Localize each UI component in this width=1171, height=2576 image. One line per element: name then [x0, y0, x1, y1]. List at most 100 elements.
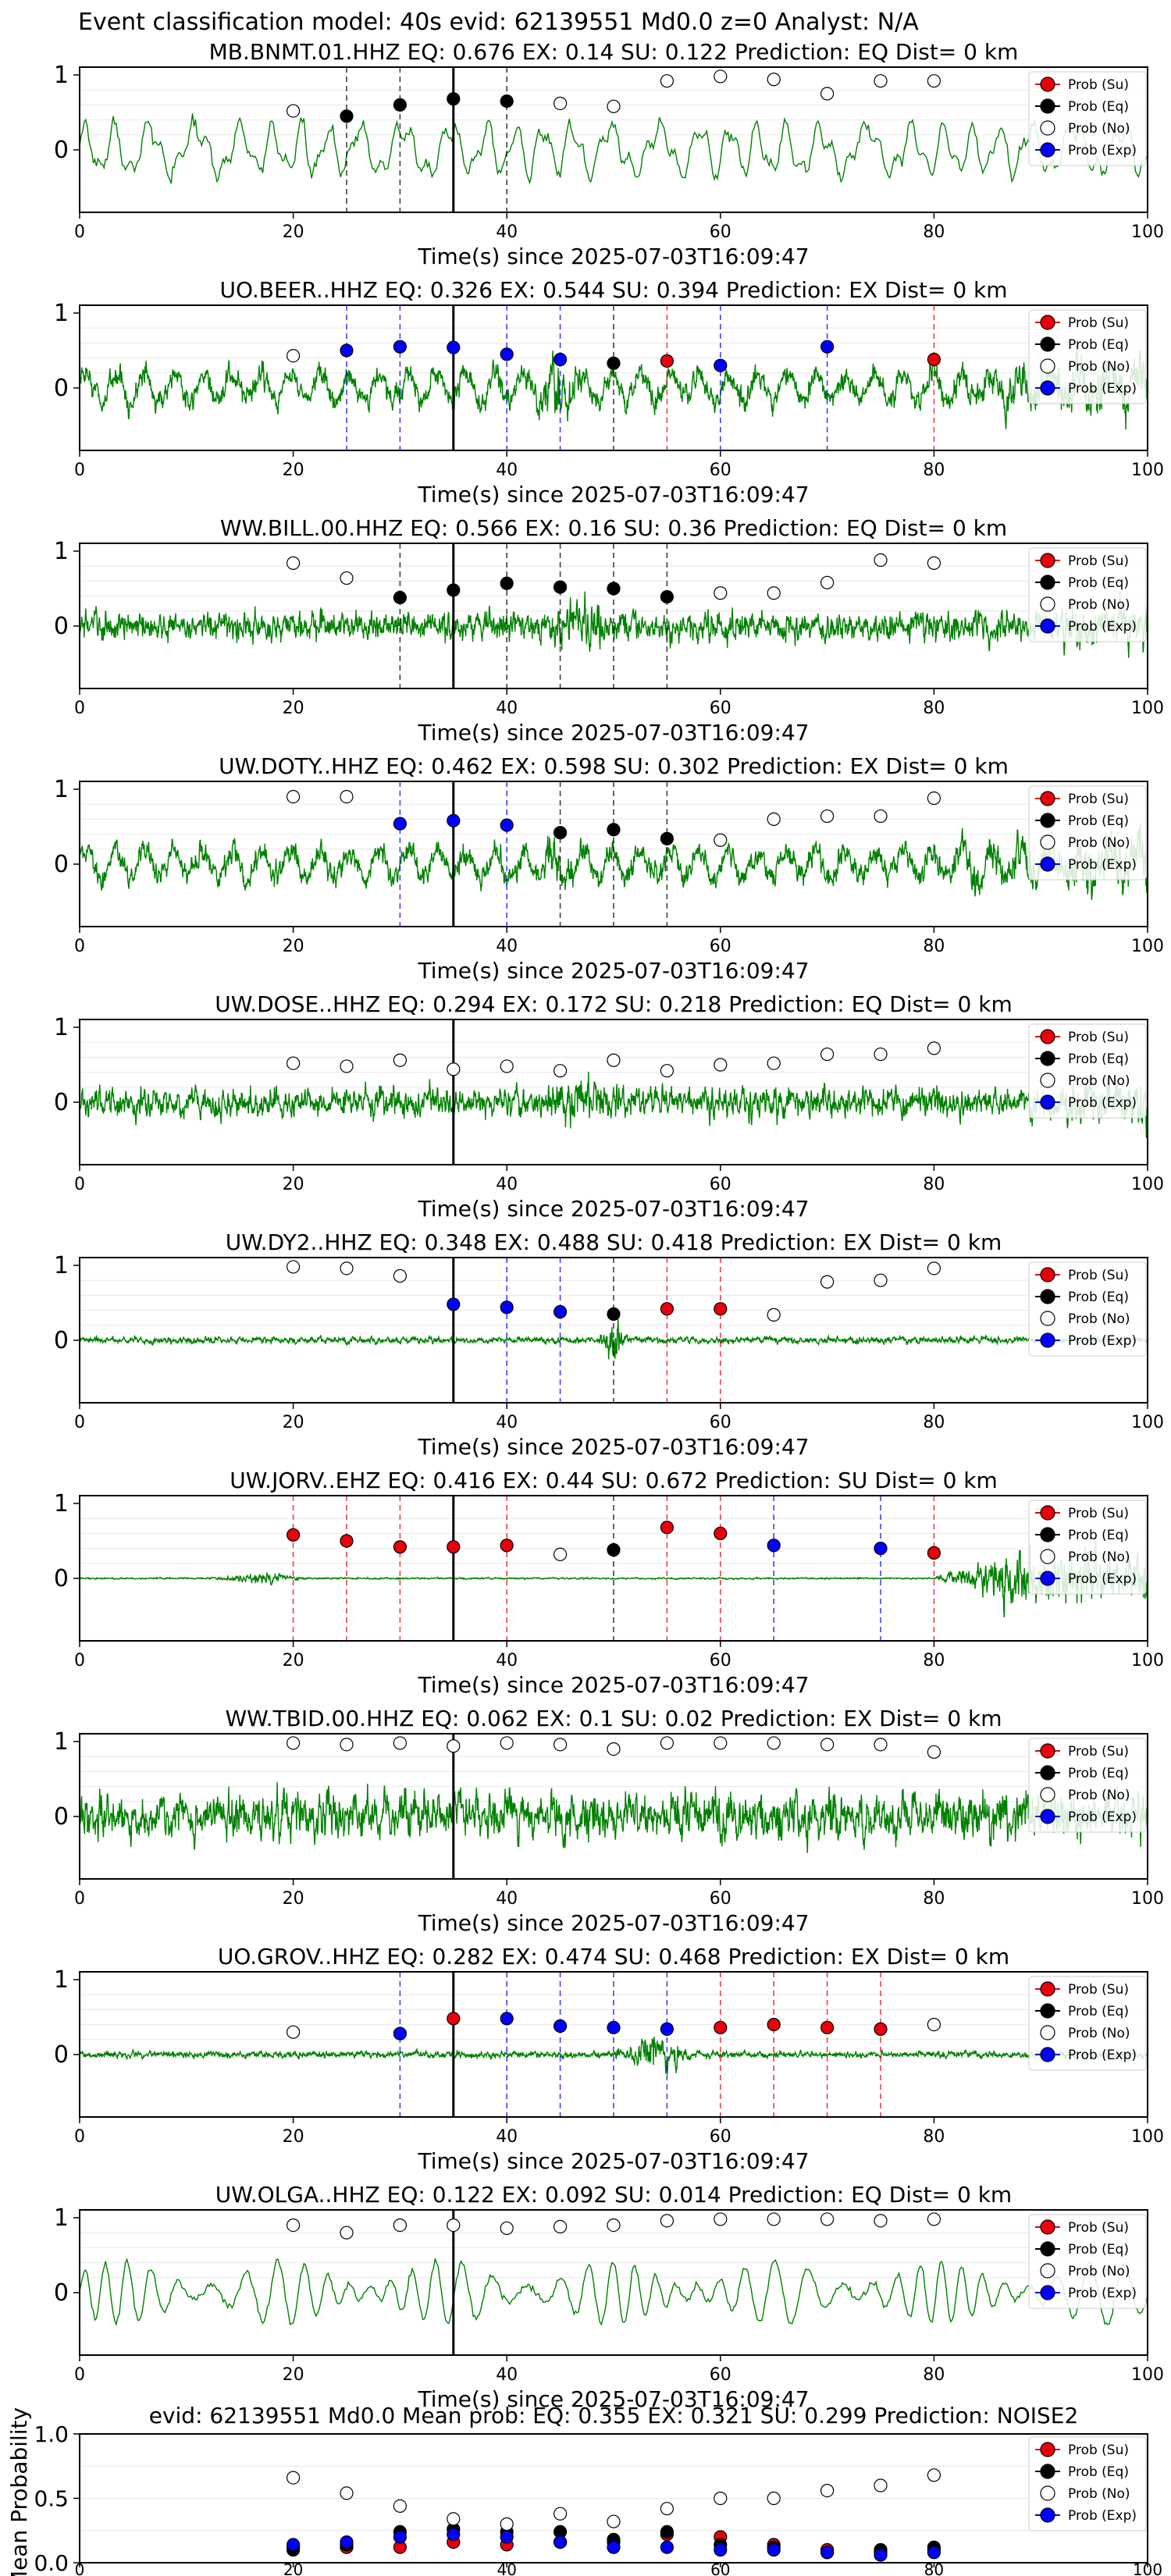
panel-3-prob-point-eq — [393, 590, 408, 605]
panel-10-prob-point-no — [820, 2212, 835, 2226]
panel-10-prob-point-no — [714, 2212, 728, 2226]
legend-label-no: Prob (No) — [1068, 2026, 1130, 2041]
y-tick-label: 0 — [54, 1089, 69, 1116]
panel-6-prob-point-no — [820, 1275, 835, 1289]
panel-8-prob-point-no — [820, 1738, 835, 1752]
legend-label-su: Prob (Su) — [1068, 2443, 1129, 2458]
panel-8-prob-point-no — [714, 1736, 728, 1750]
x-tick-label: 100 — [1133, 2560, 1162, 2576]
panel-8-prob-point-no — [607, 1742, 621, 1756]
x-tick-label: 40 — [496, 699, 518, 718]
x-tick-label: 80 — [923, 1651, 945, 1670]
legend-label-su: Prob (Su) — [1068, 1982, 1129, 1998]
panel-8-prob-point-no — [874, 1738, 888, 1752]
x-tick-label: 20 — [283, 937, 304, 956]
legend-marker-exp — [1040, 142, 1055, 158]
x-tick-label: 0 — [75, 2560, 85, 2576]
x-tick-label: 0 — [74, 222, 85, 242]
legend-marker-eq — [1040, 1527, 1055, 1542]
panel-10-prob-point-no — [607, 2218, 621, 2233]
panel-3-prob-point-eq — [607, 582, 621, 596]
panel-8-waveform — [79, 1782, 1148, 1853]
panel-7-prob-point-su — [927, 1546, 941, 1560]
panel-4-prob-point-no — [820, 809, 835, 824]
x-tick-label: 40 — [496, 1651, 518, 1670]
mean-point-no — [820, 2484, 835, 2498]
legend-marker-eq — [1040, 2003, 1055, 2019]
panel-3-prob-point-no — [820, 575, 835, 589]
panel-4-prob-point-no — [714, 833, 728, 847]
legend-label-no: Prob (No) — [1068, 2264, 1130, 2279]
panel-1-prob-point-no — [874, 74, 888, 88]
x-tick-label: 0 — [74, 461, 85, 480]
panel-4-prob-point-eq — [607, 823, 621, 837]
y-tick-label: 0 — [54, 2041, 69, 2069]
panel-7-prob-point-su — [660, 1521, 674, 1535]
panel-8-prob-point-no — [447, 1739, 461, 1753]
x-tick-label: 100 — [1131, 699, 1164, 718]
x-tick-label: 40 — [496, 1175, 518, 1194]
panel-6-prob-point-no — [874, 1273, 888, 1287]
y-tick-label: 0.5 — [34, 2486, 69, 2512]
mean-panel-ylabel: Mean Probability — [6, 2407, 32, 2576]
legend-marker-su — [1040, 2219, 1055, 2235]
panel-3-prob-point-no — [714, 586, 728, 600]
panel-3-prob-point-eq — [447, 583, 461, 597]
panel-1-prob-point-eq — [447, 92, 461, 106]
panel-5-prob-point-no — [767, 1056, 781, 1070]
legend-label-exp: Prob (Exp) — [1068, 1333, 1137, 1349]
panel-7-prob-point-eq — [607, 1542, 621, 1557]
panel-10-prob-point-no — [500, 2221, 514, 2236]
panel-4-prob-point-no — [767, 812, 781, 827]
legend-marker-exp — [1040, 1094, 1055, 1110]
panel-5-prob-point-no — [927, 1041, 941, 1055]
mean-point-exp — [500, 2530, 514, 2544]
panel-5-prob-point-no — [340, 1059, 354, 1073]
legend-label-exp: Prob (Exp) — [1068, 2286, 1137, 2301]
x-tick-label: 60 — [710, 937, 731, 956]
panel-9-title: UO.GROV..HHZ EQ: 0.282 EX: 0.474 SU: 0.4… — [218, 1944, 1009, 1969]
panel-3-frame — [79, 543, 1148, 689]
x-tick-label: 0 — [74, 1175, 85, 1194]
panel-10-legend: Prob (Su) Prob (Eq) Prob (No) Prob (Exp) — [1028, 2214, 1147, 2309]
panel-4-prob-point-eq — [660, 831, 674, 845]
x-tick-label: 80 — [923, 2127, 945, 2147]
x-tick-label: 60 — [710, 699, 731, 718]
legend-marker-no — [1040, 2485, 1055, 2501]
mean-point-exp — [553, 2535, 568, 2549]
panel-4-prob-point-exp — [500, 818, 514, 832]
legend-marker-su — [1040, 1743, 1055, 1759]
panel-8-prob-point-no — [767, 1736, 781, 1750]
panel-9-frame — [79, 1971, 1148, 2118]
legend-marker-su — [1040, 791, 1055, 806]
panel-8-prob-point-no — [393, 1736, 408, 1750]
legend-label-no: Prob (No) — [1068, 597, 1130, 613]
legend-label-su: Prob (Su) — [1068, 1506, 1129, 1521]
x-tick-label: 20 — [283, 1889, 304, 1909]
legend-label-exp: Prob (Exp) — [1068, 857, 1137, 873]
legend-marker-eq — [1040, 2464, 1055, 2479]
legend-marker-exp — [1040, 1332, 1055, 1348]
panel-10: UW.OLGA..HHZ EQ: 0.122 EX: 0.092 SU: 0.0… — [54, 2182, 1164, 2412]
legend-label-no: Prob (No) — [1068, 835, 1130, 851]
panel-5-prob-point-no — [500, 1059, 514, 1073]
legend-label-exp: Prob (Exp) — [1068, 619, 1137, 635]
y-tick-label: 1 — [54, 538, 69, 565]
legend-label-exp: Prob (Exp) — [1068, 381, 1137, 397]
panel-1-prob-point-no — [607, 99, 621, 113]
x-tick-label: 40 — [496, 222, 518, 242]
mean-point-exp — [340, 2535, 354, 2549]
legend-label-no: Prob (No) — [1068, 121, 1130, 137]
panel-3-xlabel: Time(s) since 2025-07-03T16:09:47 — [417, 720, 809, 745]
panel-8-prob-point-no — [287, 1736, 301, 1750]
mean-point-exp — [607, 2540, 621, 2554]
panel-8: WW.TBID.00.HHZ EQ: 0.062 EX: 0.1 SU: 0.0… — [54, 1706, 1164, 1936]
x-tick-label: 20 — [283, 2127, 304, 2147]
y-tick-label: 0 — [54, 137, 69, 164]
panel-7-title: UW.JORV..EHZ EQ: 0.416 EX: 0.44 SU: 0.67… — [230, 1468, 998, 1493]
panel-7-prob-point-su — [393, 1540, 408, 1554]
legend-label-su: Prob (Su) — [1068, 1030, 1129, 1045]
panel-8-prob-point-no — [340, 1738, 354, 1752]
panel-8-legend: Prob (Su) Prob (Eq) Prob (No) Prob (Exp) — [1028, 1738, 1147, 1833]
panel-5-prob-point-no — [553, 1064, 568, 1078]
